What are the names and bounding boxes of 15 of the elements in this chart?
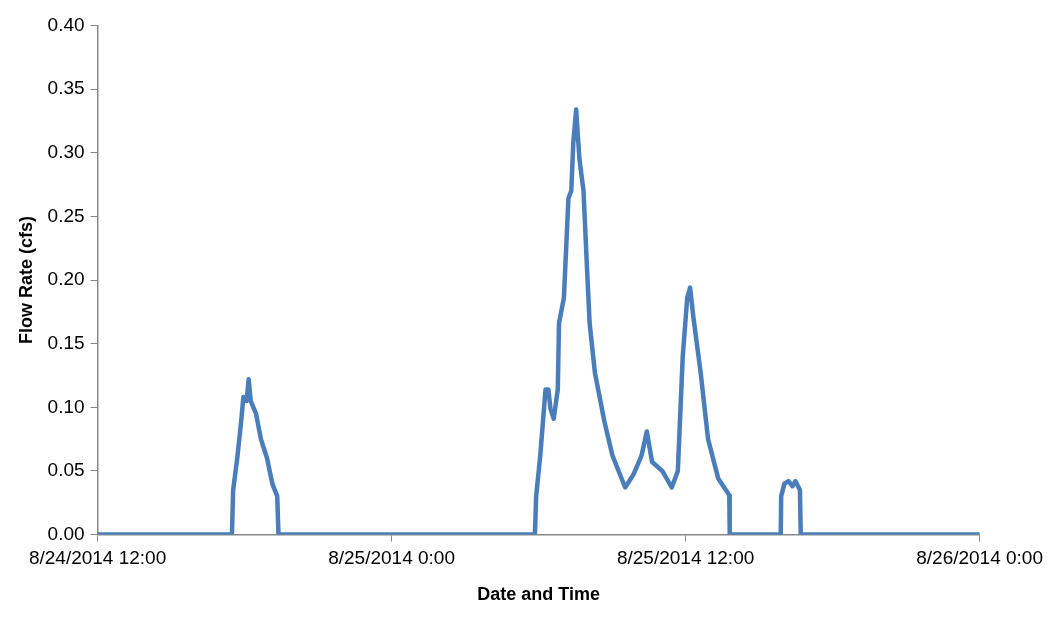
- y-tick-label: 0.35: [47, 77, 85, 99]
- y-tick-label: 0.25: [47, 204, 85, 226]
- y-tick-label: 0.10: [47, 395, 85, 417]
- y-tick-label: 0.05: [47, 459, 85, 481]
- x-tick-label: 8/26/2014 0:00: [916, 547, 1044, 569]
- y-tick-label: 0.15: [47, 331, 85, 353]
- x-axis-title: Date and Time: [477, 584, 600, 605]
- x-tick-label: 8/24/2014 12:00: [28, 547, 167, 569]
- x-tick-label: 8/25/2014 12:00: [616, 547, 755, 569]
- y-tick-label: 0.00: [47, 522, 85, 544]
- y-tick-label: 0.30: [47, 140, 85, 162]
- y-tick-label: 0.20: [47, 268, 85, 290]
- x-tick-label: 8/25/2014 0:00: [328, 547, 455, 569]
- y-axis-title: Flow Rate (cfs): [15, 215, 36, 345]
- y-tick-label: 0.40: [47, 13, 85, 35]
